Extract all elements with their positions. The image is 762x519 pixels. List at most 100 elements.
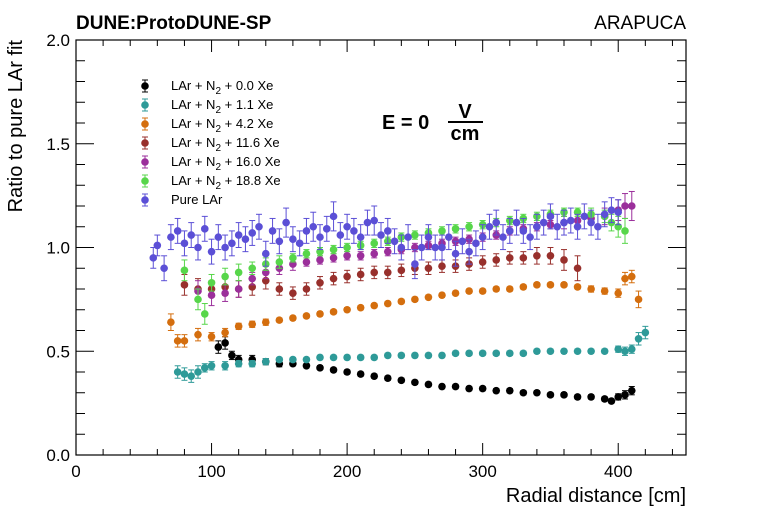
data-point: [492, 256, 501, 264]
legend-text-main: Pure LAr: [171, 192, 223, 207]
series-group: [194, 190, 636, 307]
data-point: [566, 216, 575, 225]
x-tick-label: 300: [468, 462, 496, 481]
data-point: [261, 318, 270, 327]
legend-subscript: 2: [215, 124, 221, 135]
data-point: [438, 262, 446, 270]
data-point: [356, 303, 365, 312]
data-point: [173, 227, 182, 235]
data-point: [580, 212, 589, 221]
data-point: [539, 218, 548, 227]
legend-text-main: LAr + N: [171, 135, 215, 150]
legend-entry: LAr + N2 + 11.6 Xe: [171, 135, 280, 154]
data-point: [234, 285, 243, 293]
data-point: [627, 202, 636, 210]
data-point: [248, 229, 257, 237]
data-point: [397, 297, 406, 306]
data-point: [533, 347, 541, 356]
data-point: [533, 252, 541, 260]
data-point: [621, 274, 629, 283]
legend-text-rest: + 1.1 Xe: [221, 97, 273, 112]
data-point: [383, 374, 392, 383]
data-point: [207, 278, 216, 287]
data-point: [302, 249, 311, 258]
data-point: [458, 237, 467, 246]
data-point: [180, 266, 189, 275]
data-point: [621, 227, 629, 235]
data-point: [180, 337, 189, 345]
data-point: [560, 391, 568, 399]
data-point: [587, 285, 595, 293]
data-point: [465, 384, 473, 393]
data-point: [302, 258, 311, 266]
data-point: [289, 289, 297, 297]
data-point: [627, 272, 636, 281]
data-point: [207, 332, 216, 341]
data-point: [438, 243, 446, 252]
data-point: [261, 357, 270, 366]
data-point: [526, 233, 534, 241]
data-point: [397, 266, 406, 275]
data-point: [472, 239, 480, 248]
legend-text-rest: + 16.0 Xe: [221, 154, 281, 169]
data-point: [180, 239, 189, 248]
data-point: [573, 283, 582, 291]
data-point: [634, 295, 643, 304]
data-point: [390, 237, 399, 246]
data-point: [587, 393, 595, 401]
series-group: [167, 269, 643, 348]
data-point: [214, 233, 223, 241]
data-point: [329, 254, 338, 262]
data-point: [214, 343, 223, 351]
data-point: [621, 347, 629, 356]
data-point: [485, 222, 494, 231]
data-point: [397, 376, 406, 385]
data-point: [248, 264, 257, 273]
legend-text-rest: + 4.2 Xe: [221, 116, 273, 131]
data-point: [289, 355, 297, 364]
experiment-label: DUNE:ProtoDUNE-SP: [76, 13, 272, 34]
data-point: [478, 287, 487, 295]
data-point: [173, 337, 182, 345]
series-group: [173, 325, 650, 383]
data-point: [234, 322, 243, 331]
data-point: [438, 291, 446, 300]
data-point: [600, 210, 609, 219]
data-point: [194, 243, 202, 252]
data-point: [194, 330, 202, 339]
data-point: [356, 270, 365, 279]
legend-marker: [141, 101, 149, 109]
data-point: [451, 349, 460, 358]
data-point: [255, 222, 263, 231]
data-point: [560, 256, 568, 264]
data-point: [356, 353, 365, 362]
data-point: [377, 231, 385, 239]
data-layer: [149, 190, 650, 405]
data-point: [329, 366, 338, 374]
data-point: [627, 345, 636, 353]
x-tick-label: 400: [604, 462, 632, 481]
data-point: [411, 295, 419, 304]
legend-entry: LAr + N2 + 1.1 Xe: [171, 97, 273, 116]
data-point: [519, 254, 528, 262]
data-point: [411, 378, 419, 387]
data-point: [200, 225, 209, 233]
data-point: [533, 388, 541, 397]
data-point: [383, 227, 392, 235]
data-point: [275, 355, 284, 364]
data-point: [343, 272, 351, 281]
data-point: [383, 247, 392, 256]
data-point: [499, 233, 507, 241]
legend-text-rest: + 11.6 Xe: [221, 135, 280, 150]
field-prefix: E = 0: [382, 112, 429, 134]
data-point: [417, 243, 426, 252]
data-point: [153, 241, 162, 250]
x-axis-title: Radial distance [cm]: [506, 485, 686, 507]
data-point: [200, 310, 209, 318]
data-point: [343, 368, 351, 376]
data-point: [241, 235, 250, 243]
data-point: [302, 355, 311, 364]
data-point: [533, 281, 541, 289]
data-point: [221, 339, 229, 347]
data-point: [187, 372, 196, 380]
